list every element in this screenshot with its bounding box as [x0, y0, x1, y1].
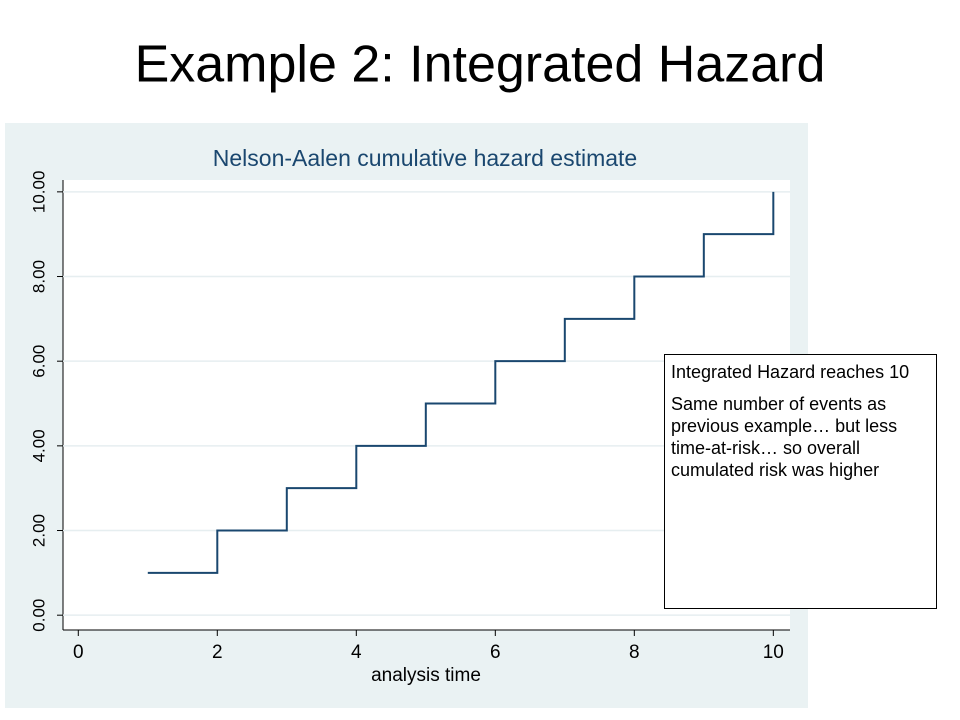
slide-title: Example 2: Integrated Hazard — [135, 36, 826, 94]
x-tick-label: 8 — [629, 642, 640, 663]
annotation-box: Integrated Hazard reaches 10 Same number… — [664, 354, 937, 609]
x-tick-label: 0 — [73, 642, 84, 663]
annotation: Integrated Hazard reaches 10 — [671, 362, 910, 382]
x-tick-label: 6 — [490, 642, 501, 663]
x-tick-label: 4 — [351, 642, 362, 663]
chart-title: Nelson-Aalen cumulative hazard estimate — [213, 145, 637, 171]
hazard-line — [147, 191, 775, 574]
y-tick-label: 10.00 — [29, 171, 48, 214]
y-tick-label: 2.00 — [29, 514, 48, 547]
y-tick-label: 0.00 — [29, 599, 48, 632]
y-tick-label: 4.00 — [29, 429, 48, 462]
y-tick-label: 6.00 — [29, 345, 48, 378]
x-tick-label: 10 — [763, 642, 784, 663]
y-tick-label: 8.00 — [29, 260, 48, 293]
x-tick-label: 2 — [212, 642, 223, 663]
x-axis-title: analysis time — [371, 665, 481, 686]
annotation: Same number of events as previous exampl… — [671, 394, 898, 480]
